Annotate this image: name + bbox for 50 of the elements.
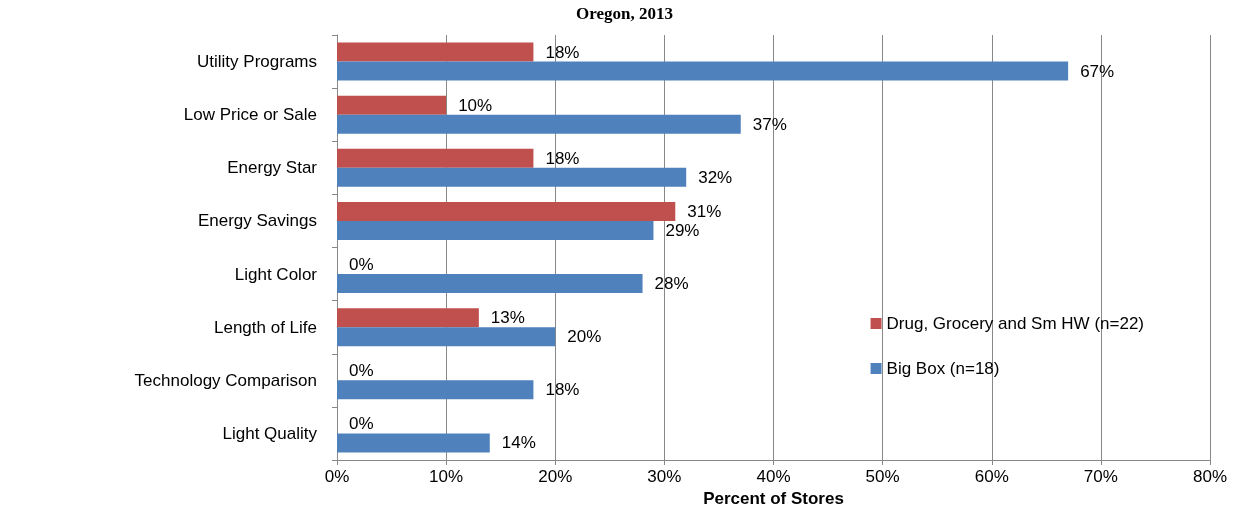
data-label: 18% [545, 42, 580, 62]
legend-label: Drug, Grocery and Sm HW (n=22) [886, 314, 1145, 333]
data-label: 0% [349, 414, 374, 434]
bar [337, 42, 534, 62]
x-tick-label: 10% [429, 467, 464, 486]
chart-title: Oregon, 2013 [576, 4, 673, 23]
legend-label: Big Box (n=18) [886, 359, 1000, 378]
data-label: 37% [752, 114, 787, 134]
bar [337, 327, 556, 347]
data-label: 18% [545, 380, 580, 400]
x-tick-label: 40% [756, 467, 791, 486]
y-tick-label: Energy Savings [197, 211, 317, 231]
x-tick-label: 80% [1192, 467, 1228, 486]
bar [337, 433, 490, 453]
x-tick-label: 70% [1083, 467, 1118, 486]
y-tick-label: Length of Life [213, 317, 317, 337]
y-tick-label: Energy Star [227, 158, 318, 178]
data-label: 67% [1080, 61, 1115, 81]
x-tick-label: 20% [538, 467, 573, 486]
bar [337, 95, 447, 115]
x-tick-label: 60% [974, 467, 1009, 486]
y-tick-label: Light Color [234, 264, 318, 284]
y-tick-label: Light Quality [222, 423, 318, 443]
bar [337, 201, 676, 221]
y-tick-label: Low Price or Sale [183, 105, 317, 125]
x-tick-label: 50% [865, 467, 900, 486]
data-label: 10% [458, 95, 493, 115]
bar [337, 148, 534, 168]
data-label: 20% [567, 327, 602, 347]
y-tick-label: Utility Programs [197, 52, 317, 72]
data-label: 32% [698, 167, 733, 187]
x-tick-label: 0% [324, 467, 350, 486]
bar [337, 114, 741, 134]
bar [337, 220, 654, 240]
data-label: 28% [654, 274, 689, 294]
data-label: 31% [687, 201, 722, 221]
bar [337, 61, 1069, 81]
data-label: 29% [665, 220, 700, 240]
bar [337, 274, 643, 294]
bar [337, 380, 534, 400]
data-label: 0% [349, 361, 374, 381]
bar [337, 167, 687, 187]
y-tick-label: Technology Comparison [134, 370, 317, 390]
x-tick-label: 30% [647, 467, 682, 486]
data-label: 18% [545, 148, 580, 168]
data-label: 13% [490, 308, 525, 328]
data-label: 0% [349, 255, 374, 275]
bar [337, 308, 479, 328]
data-label: 14% [501, 433, 536, 453]
x-axis-title: Percent of Stores [703, 488, 844, 508]
